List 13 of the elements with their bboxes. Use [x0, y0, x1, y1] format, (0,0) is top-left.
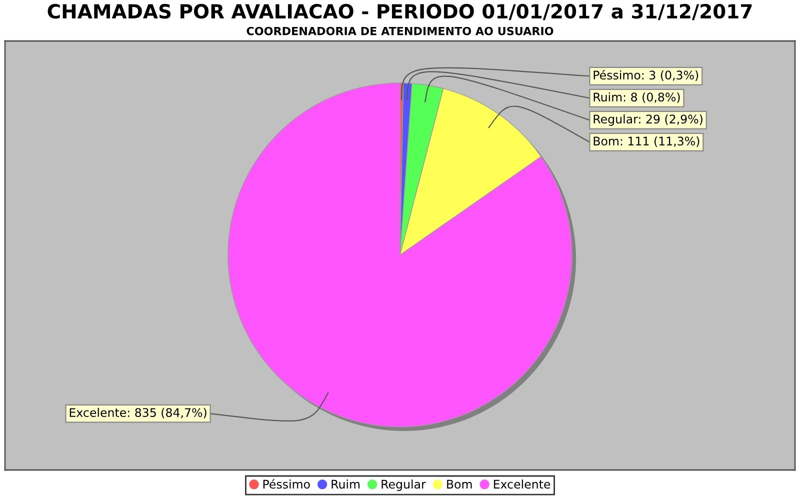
data-label: Excelente: 835 (84,7%) [70, 408, 206, 418]
legend-label: Regular [382, 480, 426, 491]
data-label: Ruim: 8 (0,8%) [594, 92, 680, 103]
legend-label: Bom [447, 480, 472, 489]
pie-slice [228, 82, 572, 428]
data-label: Péssimo: 3 (0,3%) [594, 70, 698, 81]
legend-label: Excelente [494, 480, 550, 489]
chart-title: CHAMADAS POR AVALIACAO - PERIODO 01/01/2017 a 31/12/2017 [48, 4, 752, 20]
data-label: Bom: 111 (11,3%) [594, 136, 700, 147]
data-label: Regular: 29 (2,9%) [594, 114, 702, 126]
legend-label: Péssimo [263, 479, 310, 489]
chart-subtitle: COORDENADORIA DE ATENDIMENTO AO USUARIO [246, 26, 554, 36]
legend-label: Ruim [332, 480, 360, 489]
